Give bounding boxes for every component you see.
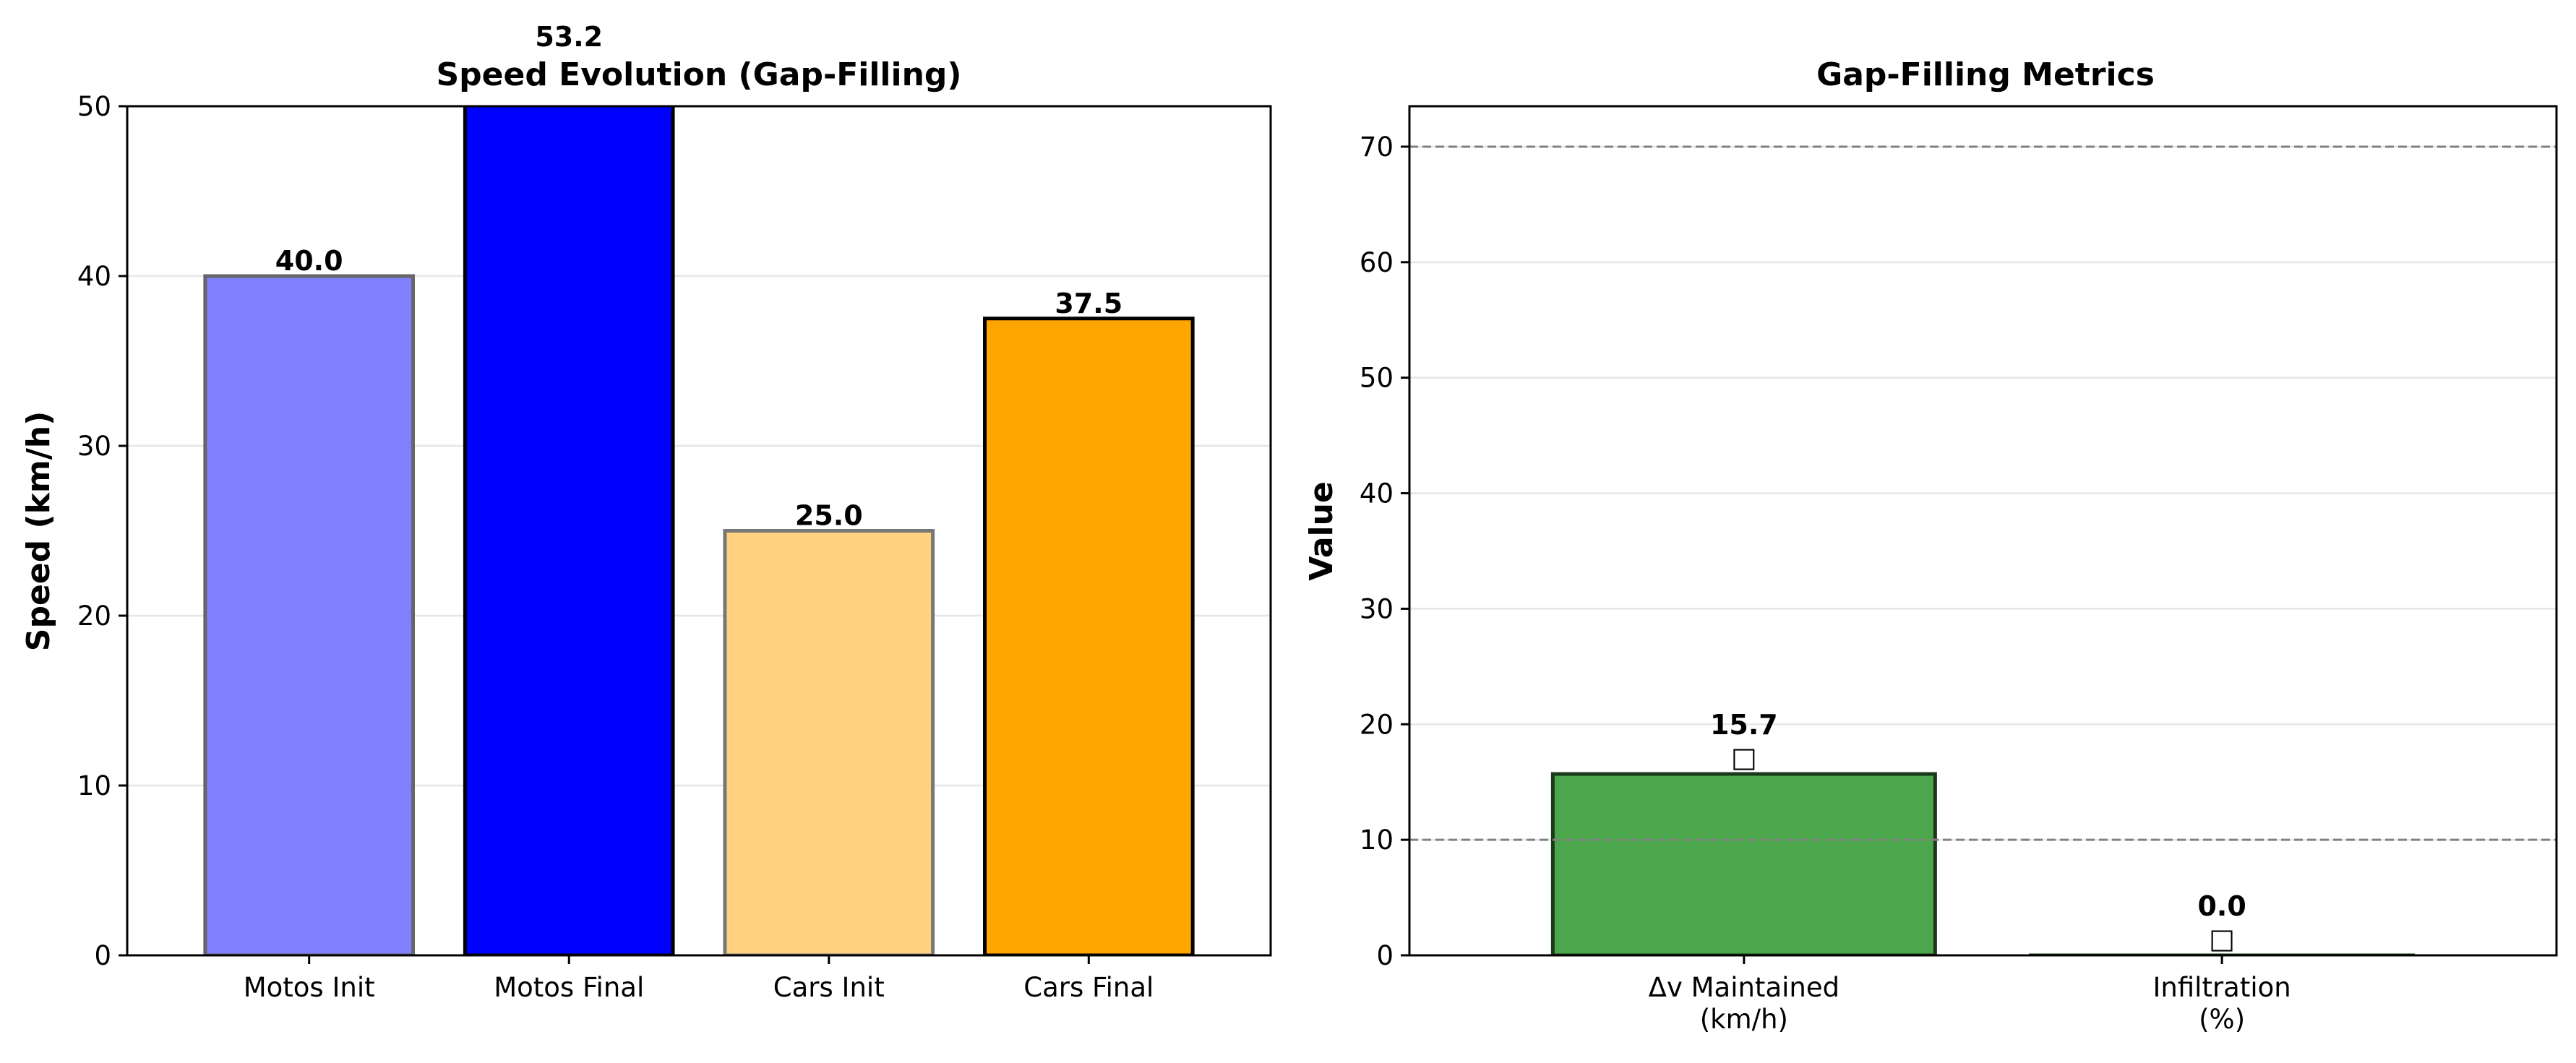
y-tick-label: 20	[77, 601, 111, 632]
bar	[1550, 772, 1937, 955]
y-tick-label: 10	[1360, 825, 1394, 856]
value-label: 25.0	[795, 500, 863, 532]
status-glyph: □	[2209, 923, 2235, 955]
x-tick-label-line: Cars Final	[1023, 972, 1154, 1003]
x-tick-label: Motos Init	[244, 972, 375, 1003]
y-tick-label: 20	[1360, 709, 1394, 740]
bar	[983, 317, 1195, 955]
y-tick-label: 10	[77, 770, 111, 801]
speed-evolution-chart: Speed Evolution (Gap-Filling) Speed (km/…	[20, 21, 1272, 1003]
x-tick-label-line: Δv Maintained	[1649, 972, 1839, 1003]
bar	[203, 274, 415, 955]
x-tick-label: Cars Init	[773, 972, 885, 1003]
value-label: 0.0	[2197, 890, 2246, 922]
y-tick-label: 50	[77, 91, 111, 122]
x-tick-label-line: Infiltration	[2153, 972, 2291, 1003]
plot-frame	[126, 105, 1272, 957]
y-tick-label: 0	[94, 940, 111, 971]
x-tick-label: Motos Final	[494, 972, 644, 1003]
y-tick-label: 50	[1360, 363, 1394, 394]
y-tick-label: 60	[1360, 247, 1394, 278]
value-label: 40.0	[275, 245, 343, 277]
x-tick-label-line: Motos Init	[244, 972, 375, 1003]
value-label: 53.2	[535, 21, 603, 53]
gap-filling-metrics-chart: Gap-Filling Metrics Value 15.7□0.0□01020…	[1303, 56, 2558, 1035]
bars	[1550, 772, 2416, 955]
y-tick-label: 40	[77, 261, 111, 292]
x-tick-label-line: (km/h)	[1700, 1004, 1788, 1035]
y-axis-label: Value	[1303, 481, 1340, 581]
x-tick-label: Infiltration (%)	[2153, 972, 2291, 1035]
x-tick-label-line: (%)	[2199, 1004, 2245, 1035]
x-tick-label-line: Motos Final	[494, 972, 644, 1003]
x-tick-label: Δv Maintained (km/h)	[1649, 972, 1839, 1035]
y-tick-label: 30	[1360, 593, 1394, 624]
bar	[463, 106, 675, 955]
y-tick-label: 70	[1360, 132, 1394, 163]
y-tick-label: 0	[1376, 940, 1394, 971]
plot-frame	[1408, 105, 2558, 957]
value-label: 37.5	[1055, 288, 1122, 319]
status-glyph: □	[1731, 741, 1757, 773]
bars	[203, 106, 1195, 955]
value-label: 15.7	[1710, 709, 1778, 741]
y-tick-label: 40	[1360, 478, 1394, 509]
y-axis-label: Speed (km/h)	[20, 411, 57, 651]
y-tick-label: 30	[77, 431, 111, 462]
chart-title: Speed Evolution (Gap-Filling)	[436, 56, 961, 93]
bar	[723, 529, 935, 955]
x-tick-label-line: Cars Init	[773, 972, 885, 1003]
chart-title: Gap-Filling Metrics	[1816, 56, 2155, 93]
x-tick-label: Cars Final	[1023, 972, 1154, 1003]
